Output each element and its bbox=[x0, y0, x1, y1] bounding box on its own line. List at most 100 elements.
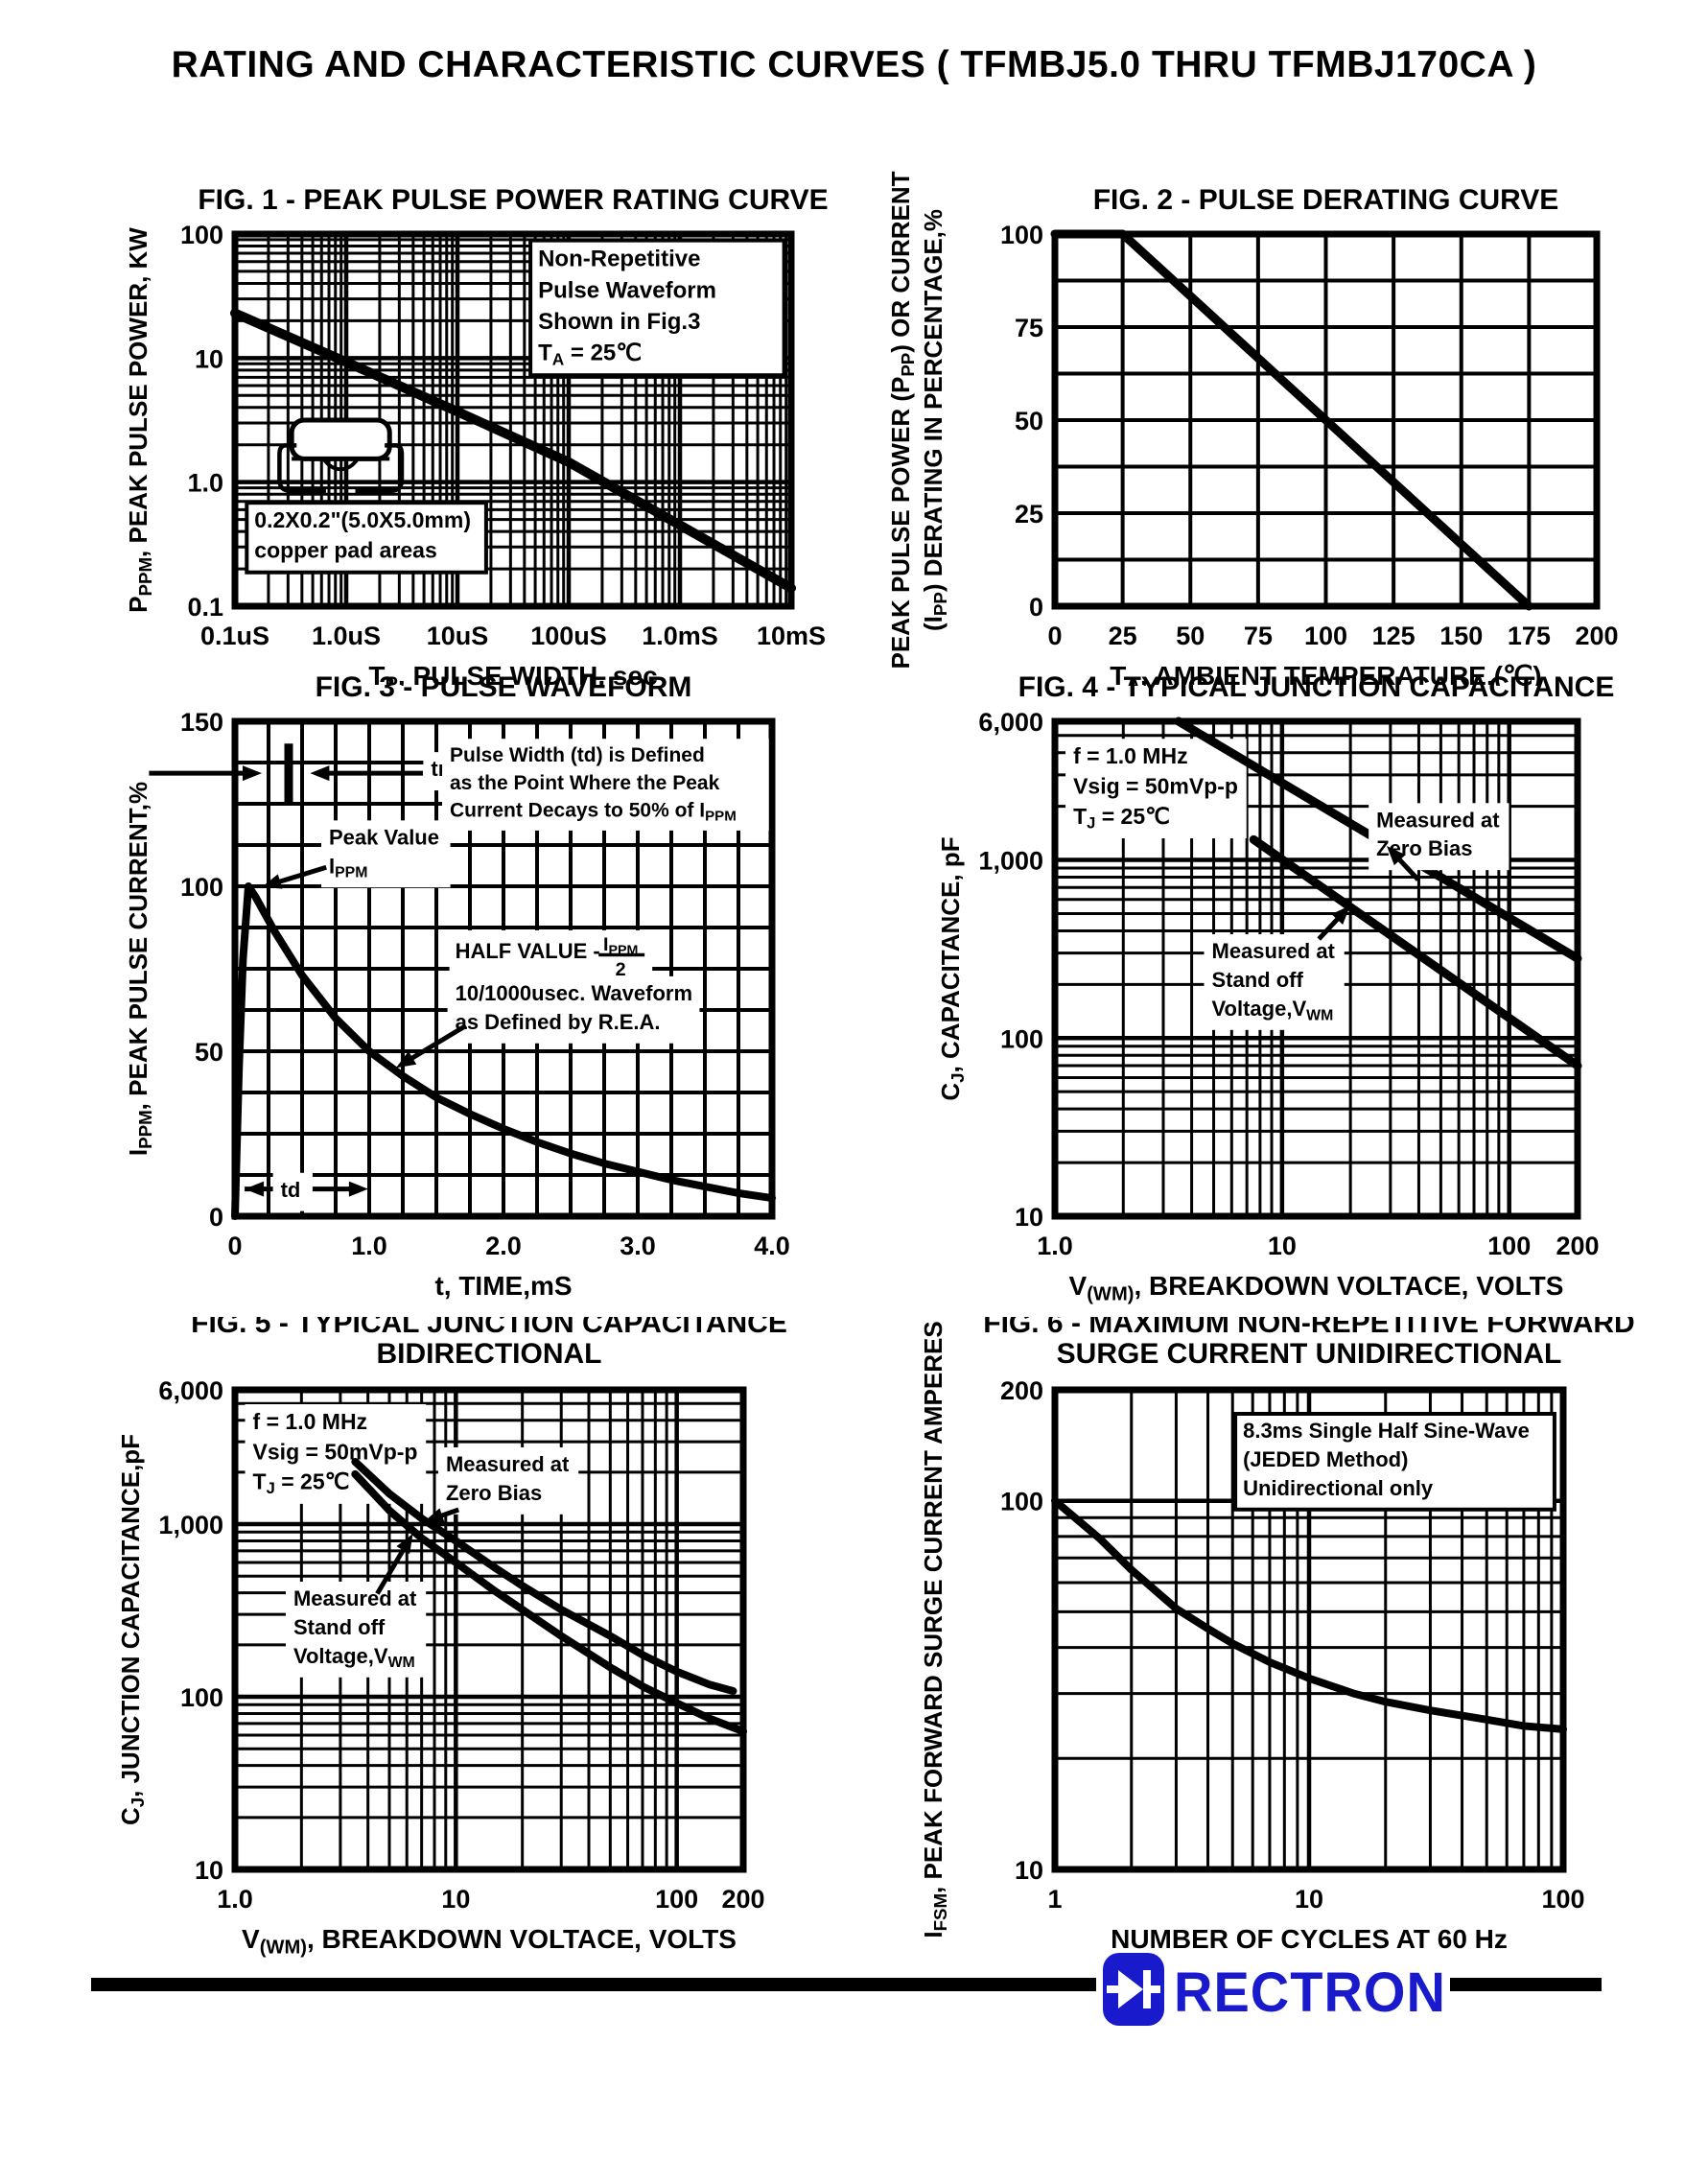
svg-text:Measured at: Measured at bbox=[1376, 808, 1500, 832]
svg-text:0.2X0.2"(5.0X5.0mm): 0.2X0.2"(5.0X5.0mm) bbox=[254, 507, 471, 532]
svg-text:25: 25 bbox=[1015, 500, 1043, 529]
fig1-frame bbox=[231, 230, 795, 610]
svg-text:1.0: 1.0 bbox=[351, 1232, 387, 1260]
svg-text:Voltage,VWM: Voltage,VWM bbox=[1212, 997, 1334, 1023]
svg-text:100: 100 bbox=[180, 221, 223, 249]
svg-text:100: 100 bbox=[655, 1885, 698, 1914]
svg-text:2: 2 bbox=[616, 959, 626, 980]
fig5-title: FIG. 5 - TYPICAL JUNCTION CAPACITANCE bbox=[191, 1317, 787, 1339]
svg-text:10uS: 10uS bbox=[427, 622, 489, 650]
svg-text:1.0: 1.0 bbox=[187, 469, 223, 498]
svg-text:Stand off: Stand off bbox=[1212, 968, 1304, 992]
svg-text:100uS: 100uS bbox=[530, 622, 607, 650]
fig3-frame bbox=[231, 717, 776, 1220]
fig3-chart: FIG. 3 - PULSE WAVEFORM tr = 10usec.Pulse… bbox=[124, 671, 790, 1301]
fig3-title: FIG. 3 - PULSE WAVEFORM bbox=[316, 671, 692, 703]
svg-text:175: 175 bbox=[1508, 622, 1551, 650]
svg-text:1,000: 1,000 bbox=[158, 1511, 223, 1539]
fig5-series-measured-at-stand-off-voltage bbox=[351, 1469, 747, 1736]
svg-text:0.1: 0.1 bbox=[187, 593, 223, 622]
fig1-tick-labels: 0.1uS 1.0uS 10uS 100uS 1.0mS 10mS 0.1 1.0 10 100 bbox=[180, 221, 826, 650]
fig6-title: FIG. 6 - MAXIMUM NON-REPETITIVE FORWARD bbox=[983, 1317, 1634, 1339]
fig1-y-axis-label: PPPM, PEAK PULSE POWER, KW bbox=[124, 227, 155, 613]
svg-text:75: 75 bbox=[1015, 314, 1043, 342]
svg-text:150: 150 bbox=[180, 708, 223, 737]
svg-text:50: 50 bbox=[195, 1038, 223, 1067]
fig4-title: FIG. 4 - TYPICAL JUNCTION CAPACITANCE bbox=[1018, 671, 1615, 703]
rectron-logo-text: RECTRON bbox=[1174, 1960, 1446, 2024]
svg-text:Unidirectional only: Unidirectional only bbox=[1243, 1476, 1434, 1500]
svg-text:Voltage,VWM: Voltage,VWM bbox=[293, 1644, 415, 1671]
fig1-annotations: Non-Repetitive Pulse Waveform Shown in Fig… bbox=[245, 238, 786, 575]
svg-text:10: 10 bbox=[1268, 1232, 1297, 1260]
svg-text:Vsig = 50mVp-p: Vsig = 50mVp-p bbox=[1073, 774, 1238, 799]
svg-text:IPPM: IPPM bbox=[329, 854, 367, 881]
svg-text:8.3ms Single Half Sine-Wave: 8.3ms Single Half Sine-Wave bbox=[1243, 1419, 1530, 1443]
svg-text:125: 125 bbox=[1372, 622, 1416, 650]
svg-text:100: 100 bbox=[1487, 1232, 1531, 1260]
svg-text:0: 0 bbox=[1029, 593, 1043, 622]
svg-text:10: 10 bbox=[195, 344, 223, 373]
svg-text:TJ = 25℃: TJ = 25℃ bbox=[1073, 804, 1170, 833]
svg-text:TA = 25℃: TA = 25℃ bbox=[538, 341, 642, 369]
svg-text:Measured at: Measured at bbox=[293, 1586, 417, 1610]
fig4-y-axis-label: CJ, CAPACITANCE, pF bbox=[936, 836, 968, 1100]
fig3-tick-labels: 0 1.0 2.0 3.0 4.0 0 50 100 150 bbox=[180, 708, 790, 1260]
svg-text:td: td bbox=[281, 1178, 301, 1202]
svg-text:Stand off: Stand off bbox=[293, 1615, 386, 1639]
fig3-x-axis-label: t, TIME,mS bbox=[434, 1271, 572, 1301]
fig3-annotations: tr = 10usec.Pulse Width (td) is Defineda… bbox=[149, 739, 769, 1211]
svg-text:Non-Repetitive: Non-Repetitive bbox=[538, 247, 700, 272]
svg-text:1,000: 1,000 bbox=[978, 847, 1043, 876]
svg-text:6,000: 6,000 bbox=[158, 1376, 223, 1405]
svg-text:3.0: 3.0 bbox=[620, 1232, 656, 1260]
svg-text:10: 10 bbox=[1015, 1203, 1043, 1232]
svg-text:Zero Bias: Zero Bias bbox=[446, 1481, 542, 1505]
fig2-grid bbox=[1055, 234, 1597, 606]
svg-text:HALF VALUE -: HALF VALUE - bbox=[456, 939, 600, 963]
fig6-y-axis-label: IFSM, PEAK FORWARD SURGE CURRENT AMPERES bbox=[919, 1321, 950, 1938]
fig4-chart: FIG. 4 - TYPICAL JUNCTION CAPACITANCE f =… bbox=[936, 671, 1615, 1305]
fig2-frame bbox=[1051, 230, 1601, 610]
svg-text:100: 100 bbox=[180, 1683, 223, 1712]
fig4-x-axis-label: V(WM), BREAKDOWN VOLTACE, VOLTS bbox=[1069, 1271, 1564, 1305]
svg-text:100: 100 bbox=[1000, 1024, 1043, 1053]
svg-text:0: 0 bbox=[1047, 622, 1062, 650]
svg-text:Current Decays to 50% of IPPM: Current Decays to 50% of IPPM bbox=[450, 799, 737, 824]
svg-text:as the Point Where the Peak: as the Point Where the Peak bbox=[450, 772, 720, 794]
fig6-series-forward-surge-current bbox=[1051, 1496, 1567, 1733]
svg-text:1: 1 bbox=[1047, 1885, 1062, 1914]
svg-text:0: 0 bbox=[209, 1203, 223, 1232]
fig5-y-axis-label: CJ, JUNCTION CAPACITANCE,pF bbox=[116, 1434, 148, 1825]
svg-text:75: 75 bbox=[1244, 622, 1273, 650]
svg-text:(JEDED Method): (JEDED Method) bbox=[1243, 1447, 1408, 1471]
svg-text:10: 10 bbox=[195, 1856, 223, 1885]
footer-rule-right bbox=[1450, 1978, 1602, 1991]
svg-text:Vsig = 50mVp-p: Vsig = 50mVp-p bbox=[253, 1439, 418, 1464]
svg-text:1.0uS: 1.0uS bbox=[312, 622, 381, 650]
svg-text:100: 100 bbox=[1304, 622, 1347, 650]
svg-text:100: 100 bbox=[1541, 1885, 1584, 1914]
fig5-annotations-behind: f = 1.0 MHz Vsig = 50mVp-p TJ = 25℃ bbox=[245, 1404, 427, 1504]
svg-text:50: 50 bbox=[1176, 622, 1205, 650]
svg-text:10/1000usec. Waveform: 10/1000usec. Waveform bbox=[456, 981, 692, 1005]
fig1-title: FIG. 1 - PEAK PULSE POWER RATING CURVE bbox=[198, 184, 828, 216]
svg-text:10: 10 bbox=[1015, 1856, 1043, 1885]
svg-text:Pulse Width (td) is Defined: Pulse Width (td) is Defined bbox=[450, 744, 705, 766]
svg-text:50: 50 bbox=[1015, 407, 1043, 435]
svg-text:25: 25 bbox=[1109, 622, 1137, 650]
rectron-diode-icon bbox=[1103, 1953, 1164, 2026]
svg-text:f = 1.0 MHz: f = 1.0 MHz bbox=[1073, 743, 1188, 768]
svg-text:10: 10 bbox=[1295, 1885, 1323, 1914]
fig1-chart: FIG. 1 - PEAK PULSE POWER RATING CURVE No… bbox=[124, 184, 829, 686]
svg-text:0: 0 bbox=[227, 1232, 242, 1260]
fig2-y-axis-label: PEAK PULSE POWER (PPP) OR CURRENT bbox=[886, 171, 918, 669]
svg-text:200: 200 bbox=[721, 1885, 764, 1914]
fig5-series-measured-at-zero-bias bbox=[351, 1457, 737, 1696]
fig3-y-axis-label: IPPM, PEAK PULSE CURRENT,% bbox=[124, 782, 155, 1156]
fig4-frame bbox=[1051, 717, 1581, 1220]
svg-text:100: 100 bbox=[1000, 221, 1043, 249]
